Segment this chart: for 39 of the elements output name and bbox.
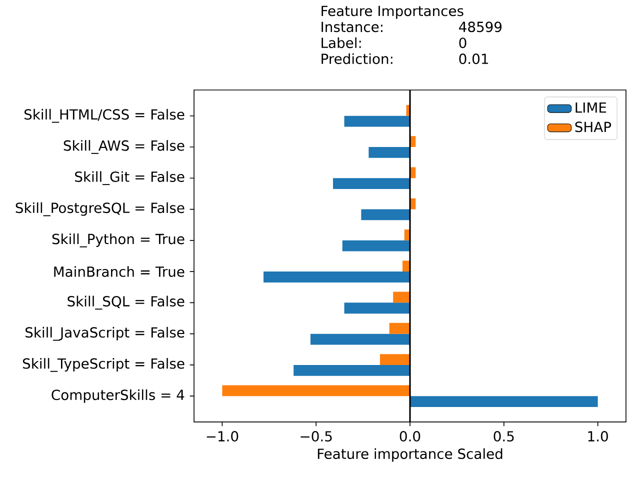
bar	[222, 385, 410, 396]
x-tick-label: −0.5	[300, 431, 332, 442]
bar	[344, 116, 410, 127]
legend-label: SHAP	[575, 122, 612, 132]
bar	[310, 334, 410, 345]
bar	[264, 272, 410, 282]
bar	[389, 322, 410, 334]
x-tick-label: 1.0	[588, 431, 608, 442]
x-tick-label: 0.5	[494, 431, 514, 442]
legend-label: LIME	[576, 102, 606, 113]
chart-title: Feature Importances	[322, 6, 464, 19]
bar	[380, 354, 410, 365]
y-tick-label: Skill_JavaScript = False	[26, 326, 184, 341]
bar	[368, 146, 410, 158]
text: 0	[459, 38, 466, 48]
y-tick-label: Skill_PostgreSQL = False	[16, 202, 184, 216]
y-tick-label: ComputerSkills = 4	[52, 389, 184, 403]
y-tick-label: Skill_Python = True	[52, 233, 184, 248]
bar	[333, 178, 410, 190]
bar	[342, 240, 410, 252]
y-tick-label: MainBranch = True	[54, 266, 184, 277]
text: Prediction:	[322, 53, 392, 64]
bar	[361, 209, 410, 220]
text: Label:	[322, 37, 361, 48]
bar	[344, 302, 410, 314]
x-axis-title: Feature importance Scaled	[318, 448, 502, 462]
text: 48599	[459, 22, 502, 32]
bar	[294, 364, 410, 376]
x-tick-label: 0.0	[400, 431, 420, 442]
y-tick-label: Skill_TypeScript = False	[22, 358, 184, 372]
x-tick-label: −1.0	[206, 431, 238, 442]
y-tick-label: Skill_AWS = False	[64, 140, 184, 154]
y-tick-label: Skill_SQL = False	[68, 296, 184, 310]
y-tick-label: Skill_Git = False	[75, 171, 184, 186]
text: 0.01	[459, 54, 488, 64]
y-tick-label: Skill_HTML/CSS = False	[24, 108, 184, 123]
bar	[410, 396, 598, 408]
bar	[393, 292, 410, 303]
text: Instance:	[322, 22, 382, 32]
